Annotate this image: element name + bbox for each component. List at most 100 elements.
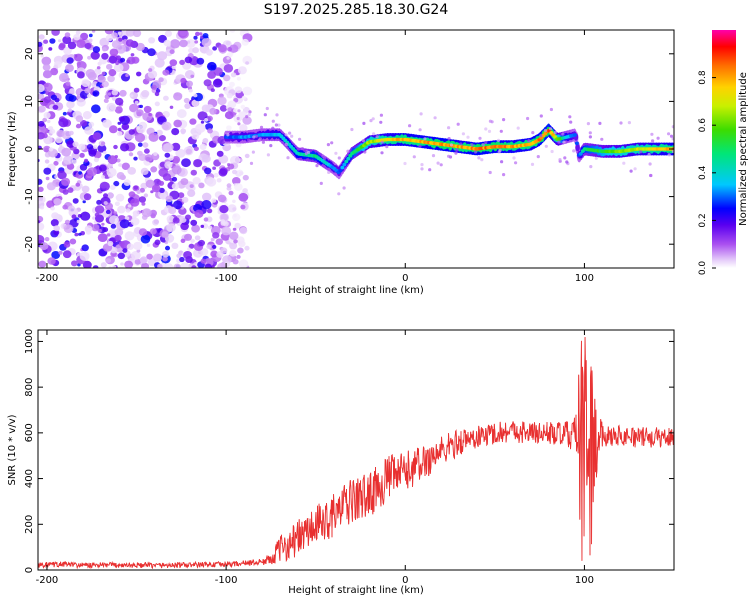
noise-cell [50,219,59,227]
noise-cell [112,265,117,268]
noise-cell [45,176,50,181]
noise-cell [239,31,244,36]
noise-cell [64,219,71,225]
noise-cell [200,224,205,228]
residual-cell [371,117,375,121]
noise-cell [44,237,50,242]
noise-cell [236,76,241,81]
noise-cell [221,226,232,236]
y-tick-label: 10 [24,95,35,108]
noise-cell [227,47,233,52]
residual-cell [558,158,562,162]
noise-cell [179,59,186,65]
spectrogram-y-axis: -20 -10 0 10 20 [24,47,674,252]
noise-cell [229,231,239,240]
residual-cell [227,163,231,167]
noise-cell [145,179,155,188]
noise-cell [82,111,92,120]
ridge-mid [575,143,580,152]
noise-cell [143,193,149,198]
residual-cell [379,120,383,124]
noise-cell [194,235,201,241]
noise-cell [193,248,203,258]
residual-cell [330,141,334,145]
residual-cell [629,169,633,173]
noise-cell [62,204,68,210]
noise-cell [38,41,43,47]
noise-cell [38,132,45,140]
figure-title: S197.2025.285.18.30.G24 [264,2,449,18]
x-tick-label: 100 [575,273,594,284]
noise-cell [88,33,93,38]
noise-cell [147,48,156,57]
noise-cell [139,256,148,264]
noise-cell [238,259,249,268]
noise-cell [142,142,149,148]
noise-cell [109,48,119,57]
noise-cell [38,125,46,135]
noise-cell [56,129,65,138]
noise-cell [78,171,82,175]
noise-cell [38,234,45,245]
noise-cell [52,104,59,110]
residual-cell [363,150,367,154]
noise-cell [206,208,213,214]
noise-cell [233,108,239,114]
residual-cell [466,135,470,139]
noise-cell [96,199,102,205]
residual-cell [420,163,424,167]
noise-cell [68,130,74,136]
residual-cell [527,139,531,143]
noise-cell [61,147,72,157]
noise-cell [85,69,96,78]
noise-cell [151,84,157,90]
residual-cell [543,128,548,133]
noise-cell [76,39,86,48]
noise-cell [141,262,150,268]
noise-cell [147,70,158,79]
noise-cell [226,56,230,60]
noise-cell [176,109,187,119]
noise-cell [71,159,77,164]
noise-cell [191,132,200,140]
noise-cell [39,242,49,251]
residual-cell [265,106,269,111]
noise-cell [229,30,236,33]
noise-cell [210,237,215,242]
residual-cell [380,140,384,144]
noise-cell [63,155,74,165]
noise-cell [133,185,139,190]
noise-cell [238,240,246,248]
colorbar-ticks: 0.0 0.2 0.4 0.6 0.8 [698,70,716,275]
noise-cell [166,223,176,232]
residual-cell [277,123,281,127]
noise-cell [184,56,193,64]
noise-cell [229,81,235,87]
noise-cell [141,90,150,98]
noise-cell [147,258,156,267]
noise-cell [141,208,152,218]
noise-cell [154,91,160,97]
residual-cell [568,115,572,119]
noise-cell [171,142,181,151]
residual-cell [271,119,275,123]
noise-cell [78,232,82,236]
noise-cell [123,179,131,186]
noise-cell [109,184,116,190]
noise-cell [220,247,228,254]
noise-cell [41,56,52,66]
noise-cell [178,207,187,215]
noise-cell [236,254,241,259]
noise-cell [184,103,191,109]
noise-cell [94,205,105,214]
noise-cell [66,57,74,64]
residual-cell [369,119,373,123]
noise-cell [67,187,74,193]
noise-cell [189,184,194,189]
residual-cell [499,129,503,133]
colorbar-tick-label: 0.6 [698,118,708,133]
residual-cell [380,151,384,155]
residual-cell [478,136,482,140]
noise-cell [132,30,142,38]
residual-cell [439,163,443,167]
